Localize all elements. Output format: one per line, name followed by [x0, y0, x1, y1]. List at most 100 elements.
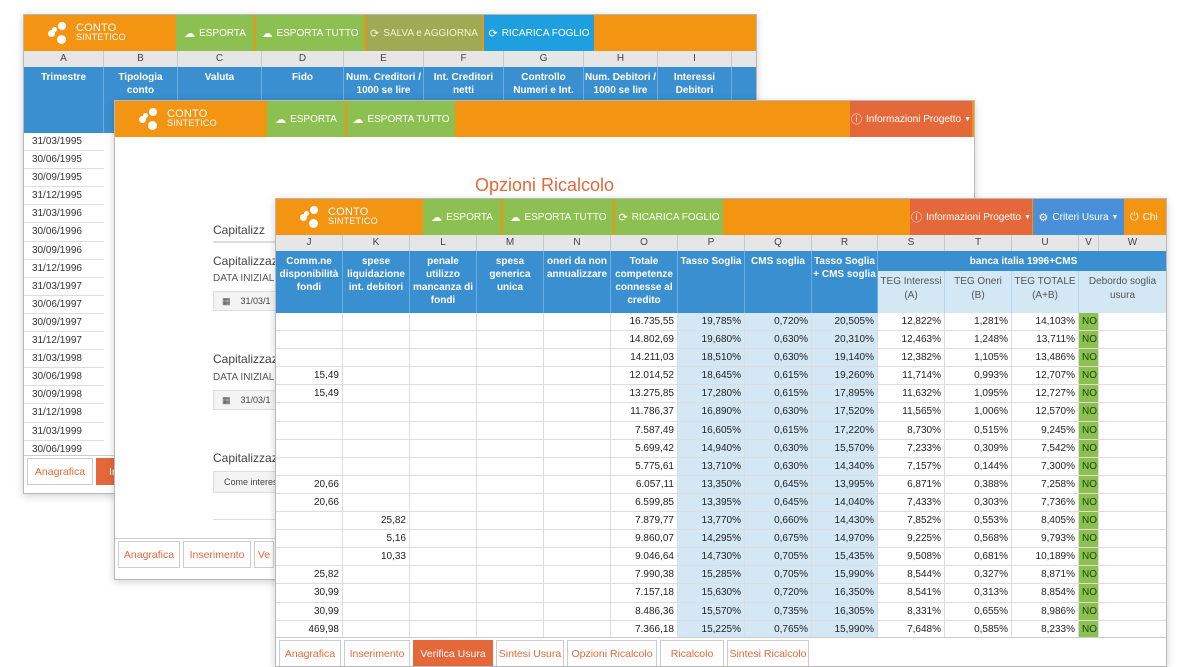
column-header: CMS soglia	[745, 251, 812, 313]
column-header: Tasso Soglia + CMS soglia	[812, 251, 878, 313]
tab-anagrafica[interactable]: Anagrafica	[279, 640, 341, 666]
informazioni-progetto-button[interactable]: ⓘ Informazioni Progetto ▼	[850, 101, 972, 137]
header-line: (B)	[971, 290, 985, 301]
criteri-usura-button[interactable]: ⚙ Criteri Usura ▼	[1033, 199, 1124, 235]
tab-verifica-usura[interactable]: Verifica Usura	[413, 640, 493, 666]
cell-t: 0,303%	[945, 493, 1012, 512]
chiudi-button[interactable]: ⏻ Chi	[1126, 199, 1166, 235]
cell-k: 5,16	[343, 530, 410, 548]
cell-n	[544, 584, 611, 602]
caret-down-icon: ▼	[964, 115, 971, 123]
cell-u: 8,871%	[1012, 566, 1079, 584]
table-header: Comm.ne disponibilità fondi spese liquidazio…	[276, 251, 1166, 313]
cell-k	[343, 403, 410, 421]
capitalizzazione-select[interactable]: Come interes	[213, 471, 283, 493]
tab-anagrafica[interactable]: Anagrafica	[118, 541, 180, 568]
cell-v: NO	[1079, 367, 1099, 385]
cell-p: 17,280%	[678, 385, 745, 403]
cell-s: 7,433%	[878, 493, 945, 512]
cell-t: 0,993%	[945, 367, 1012, 385]
date-value: 31/03/1	[240, 296, 271, 306]
esporta-button[interactable]: ☁ ESPORTA	[267, 101, 345, 137]
cell-m	[477, 403, 544, 421]
cell-w	[1099, 331, 1166, 348]
cell-m	[477, 584, 544, 602]
cell-m	[477, 512, 544, 530]
cell-t: 0,655%	[945, 602, 1012, 620]
header-line: utilizzo	[426, 269, 460, 280]
cell-s: 6,871%	[878, 475, 945, 493]
tab-sintesi-ricalcolo[interactable]: Sintesi Ricalcolo	[727, 640, 809, 666]
cell-o: 11.786,37	[611, 403, 678, 421]
tab-verifica[interactable]: Ve	[254, 541, 274, 568]
trimestre-cell: 30/06/1998	[24, 368, 104, 387]
tab-ricalcolo[interactable]: Ricalcolo	[660, 640, 724, 666]
header-line: Debordo soglia	[1088, 276, 1157, 287]
column-letter: I	[658, 51, 732, 67]
cell-t: 0,388%	[945, 475, 1012, 493]
toolbar: CONTO SINTETICO ☁ ESPORTA ☁ ESPORTA TUTTO ⓘ…	[115, 101, 974, 137]
cell-t: 1,105%	[945, 349, 1012, 367]
cell-s: 12,822%	[878, 313, 945, 331]
cell-l	[410, 530, 477, 548]
tab-anagrafica[interactable]: Anagrafica	[27, 458, 93, 485]
info-label: Informazioni Progetto	[866, 113, 962, 125]
cell-m	[477, 620, 544, 638]
cell-p: 13,710%	[678, 457, 745, 475]
caret-down-icon: ▼	[1024, 213, 1031, 221]
trimestre-cell: 30/06/1996	[24, 223, 104, 242]
tab-inserimento[interactable]: Inserimento	[344, 640, 410, 666]
cell-q: 0,630%	[745, 457, 812, 475]
cell-w	[1099, 494, 1166, 511]
cell-j: 20,66	[276, 475, 343, 493]
tab-opzioni-ricalcolo[interactable]: Opzioni Ricalcolo	[567, 640, 657, 666]
usura-table: 16.735,55 19,785% 0,720% 20,505% 12,822% 1,28…	[276, 313, 1166, 639]
esporta-button[interactable]: ☁ ESPORTA	[423, 199, 501, 235]
logo-mark-icon	[139, 108, 161, 130]
cell-v: NO	[1079, 602, 1099, 620]
ricarica-foglio-button[interactable]: ⟳ RICARICA FOGLIO	[484, 15, 594, 51]
cell-w	[1099, 512, 1166, 529]
header-line: netti	[452, 85, 475, 96]
cell-u: 9,793%	[1012, 530, 1079, 548]
cell-p: 13,770%	[678, 512, 745, 530]
cell-s: 7,233%	[878, 439, 945, 457]
cell-k	[343, 475, 410, 493]
column-header: penale utilizzo mancanza di fondi	[410, 251, 477, 313]
header-line: Numeri e Int.	[513, 85, 574, 96]
data-iniziale-label: DATA INIZIALE	[213, 372, 281, 383]
cell-n	[544, 349, 611, 367]
toolbar: CONTO SINTETICO ☁ ESPORTA ☁ ESPORTA TUTTO ⟳…	[24, 15, 756, 51]
cell-k	[343, 620, 410, 638]
salva-aggiorna-button[interactable]: ⟳ SALVA e AGGIORNA	[366, 15, 482, 51]
esporta-button[interactable]: ☁ ESPORTA	[176, 15, 254, 51]
informazioni-progetto-button[interactable]: ⓘ Informazioni Progetto ▼	[910, 199, 1032, 235]
salva-aggiorna-label: SALVA e AGGIORNA	[383, 27, 478, 39]
cell-l	[410, 439, 477, 457]
cell-t: 0,327%	[945, 566, 1012, 584]
cell-p: 19,680%	[678, 331, 745, 349]
teg-sub-header: Debordo soglia usura	[1079, 271, 1166, 313]
cell-w	[1099, 349, 1166, 366]
cell-o: 6.057,11	[611, 475, 678, 493]
cell-q: 0,615%	[745, 385, 812, 403]
cell-v: NO	[1079, 475, 1099, 493]
cell-r: 17,520%	[812, 403, 878, 421]
esporta-tutto-button[interactable]: ☁ ESPORTA TUTTO	[345, 101, 455, 137]
tab-inserimento[interactable]: Inserimento	[183, 541, 251, 568]
cell-q: 0,705%	[745, 548, 812, 566]
group-title: banca italia 1996+CMS	[969, 256, 1078, 267]
cell-w	[1099, 621, 1166, 638]
esporta-tutto-button[interactable]: ☁ ESPORTA TUTTO	[254, 15, 364, 51]
tab-sintesi-usura[interactable]: Sintesi Usura	[496, 640, 564, 666]
ricarica-foglio-button[interactable]: ⟳ RICARICA FOGLIO	[613, 199, 723, 235]
cell-p: 14,730%	[678, 548, 745, 566]
cell-r: 15,435%	[812, 548, 878, 566]
cell-n	[544, 313, 611, 331]
cell-s: 7,852%	[878, 512, 945, 530]
table-row: 7.587,49 16,605% 0,615% 17,220% 8,730% 0,515%…	[276, 421, 1166, 440]
data-iniziale-field[interactable]: ▦ 31/03/1	[213, 390, 283, 410]
cell-m	[477, 331, 544, 349]
data-iniziale-field[interactable]: ▦ 31/03/1	[213, 291, 283, 311]
esporta-tutto-button[interactable]: ☁ ESPORTA TUTTO	[501, 199, 613, 235]
